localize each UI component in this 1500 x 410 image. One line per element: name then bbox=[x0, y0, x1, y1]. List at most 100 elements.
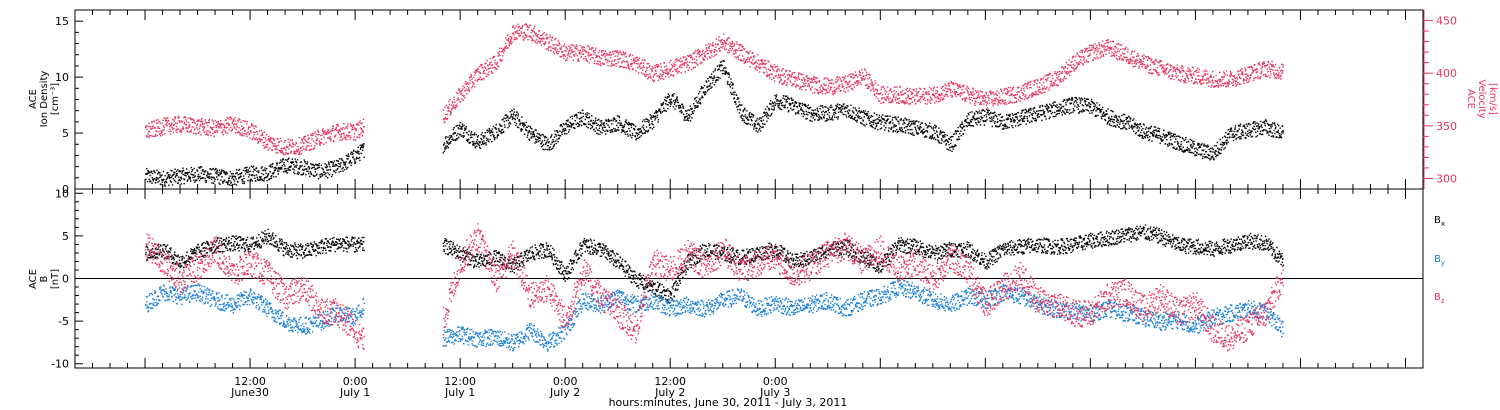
density-point bbox=[771, 101, 774, 103]
density-point bbox=[685, 110, 688, 112]
velocity-point bbox=[206, 124, 209, 127]
density-point bbox=[1047, 107, 1049, 109]
density-point bbox=[591, 125, 594, 128]
density-point bbox=[473, 144, 475, 146]
density-point bbox=[705, 91, 707, 94]
density-point bbox=[518, 126, 520, 129]
density-point bbox=[1152, 134, 1155, 136]
velocity-point bbox=[344, 127, 346, 130]
density-point bbox=[1092, 109, 1094, 111]
top-ytick-label: 10 bbox=[55, 71, 69, 84]
density-point bbox=[158, 180, 160, 182]
velocity-point bbox=[490, 61, 492, 64]
density-point bbox=[1183, 139, 1185, 142]
density-point bbox=[260, 178, 262, 181]
density-point bbox=[657, 110, 659, 113]
velocity-point bbox=[315, 135, 317, 138]
velocity-point bbox=[256, 138, 258, 141]
density-point bbox=[626, 130, 628, 132]
velocity-point bbox=[206, 133, 208, 136]
density-point bbox=[1241, 131, 1243, 134]
density-point bbox=[855, 119, 857, 122]
density-point bbox=[709, 82, 712, 85]
density-point bbox=[870, 114, 872, 117]
density-point bbox=[939, 130, 942, 132]
density-point bbox=[156, 176, 158, 179]
density-point bbox=[294, 172, 296, 175]
density-point bbox=[676, 96, 678, 98]
density-point bbox=[174, 176, 177, 178]
velocity-point bbox=[516, 38, 518, 40]
density-point bbox=[850, 104, 852, 107]
velocity-point bbox=[448, 110, 450, 112]
density-point bbox=[1110, 109, 1112, 112]
density-point bbox=[1252, 122, 1254, 124]
density-point bbox=[198, 176, 200, 178]
velocity-point bbox=[284, 140, 286, 142]
density-point bbox=[1188, 151, 1191, 153]
density-point bbox=[261, 178, 263, 181]
density-point bbox=[752, 116, 754, 118]
density-point bbox=[150, 180, 152, 183]
density-point bbox=[479, 141, 481, 143]
velocity-point bbox=[565, 46, 567, 48]
density-point bbox=[699, 90, 701, 93]
density-point bbox=[992, 117, 995, 119]
density-point bbox=[1197, 142, 1199, 145]
velocity-point bbox=[457, 92, 459, 95]
density-point bbox=[819, 108, 821, 110]
density-point bbox=[360, 147, 362, 149]
density-point bbox=[1134, 126, 1136, 128]
density-point bbox=[954, 144, 956, 146]
velocity-point bbox=[528, 26, 530, 29]
density-point bbox=[662, 103, 664, 105]
density-point bbox=[508, 122, 510, 125]
density-point bbox=[936, 131, 938, 133]
density-point bbox=[538, 136, 540, 139]
velocity-point bbox=[317, 134, 319, 136]
density-point bbox=[720, 70, 722, 72]
velocity-point bbox=[220, 127, 223, 129]
density-point bbox=[1090, 110, 1092, 112]
density-point bbox=[247, 179, 249, 182]
density-point bbox=[650, 115, 653, 117]
density-point bbox=[958, 138, 961, 140]
density-point bbox=[890, 120, 892, 123]
velocity-point bbox=[482, 72, 485, 74]
density-point bbox=[221, 181, 224, 183]
density-point bbox=[1175, 138, 1177, 140]
velocity-point bbox=[280, 147, 283, 150]
velocity-point bbox=[326, 130, 329, 133]
density-point bbox=[857, 115, 859, 117]
density-point bbox=[780, 102, 782, 104]
density-point bbox=[1154, 135, 1156, 137]
density-point bbox=[156, 173, 159, 175]
density-point bbox=[204, 180, 207, 182]
density-point bbox=[894, 130, 897, 132]
density-point bbox=[1150, 125, 1153, 128]
density-point bbox=[1133, 123, 1136, 125]
density-point bbox=[798, 102, 800, 104]
density-point bbox=[802, 115, 804, 118]
velocity-point bbox=[584, 49, 586, 52]
density-point bbox=[1137, 129, 1140, 132]
velocity-point bbox=[579, 44, 582, 47]
density-point bbox=[758, 124, 761, 126]
density-point bbox=[786, 107, 789, 109]
velocity-point bbox=[557, 52, 559, 55]
density-point bbox=[1117, 122, 1119, 124]
velocity-point bbox=[596, 56, 598, 58]
density-point bbox=[816, 115, 818, 117]
density-point bbox=[828, 108, 830, 111]
density-point bbox=[1021, 111, 1023, 113]
density-point bbox=[862, 119, 864, 121]
density-point bbox=[1070, 112, 1072, 114]
density-point bbox=[535, 129, 537, 131]
velocity-point bbox=[483, 66, 486, 68]
density-point bbox=[219, 172, 221, 174]
velocity-point bbox=[230, 130, 232, 132]
density-point bbox=[220, 171, 222, 173]
density-point bbox=[1146, 131, 1148, 133]
density-point bbox=[1264, 122, 1266, 125]
density-point bbox=[1033, 110, 1035, 112]
